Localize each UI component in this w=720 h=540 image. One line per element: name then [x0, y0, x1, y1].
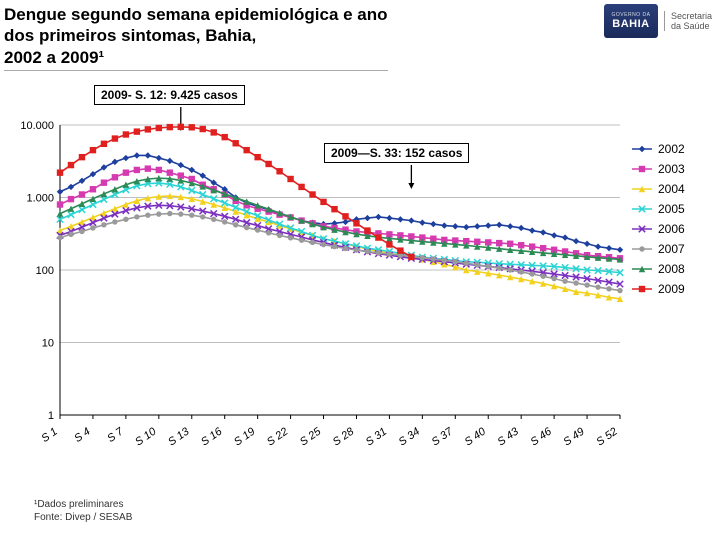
- legend-2009: 2009: [632, 282, 685, 296]
- svg-text:S 10: S 10: [133, 425, 159, 448]
- series-2008: [57, 175, 623, 263]
- svg-text:S 34: S 34: [397, 425, 422, 448]
- callout-1: 2009- S. 12: 9.425 casos: [94, 85, 245, 105]
- svg-text:S 46: S 46: [528, 425, 554, 448]
- series-2002: [57, 152, 623, 253]
- svg-text:2008: 2008: [658, 262, 685, 276]
- svg-text:2007: 2007: [658, 242, 685, 256]
- svg-text:2004: 2004: [658, 182, 685, 196]
- title-line1: Dengue segundo semana epidemiológica e a…: [4, 4, 388, 25]
- legend-2006: 2006: [632, 222, 685, 236]
- svg-text:2003: 2003: [658, 162, 685, 176]
- svg-text:S 7: S 7: [105, 425, 126, 445]
- legend-2005: 2005: [632, 202, 685, 216]
- svg-text:2005: 2005: [658, 202, 685, 216]
- svg-text:S 37: S 37: [430, 425, 456, 448]
- title-line3: 2002 a 2009¹: [4, 47, 388, 68]
- svg-text:100: 100: [36, 265, 54, 277]
- callout-2: 2009—S. 33: 152 casos: [324, 143, 469, 163]
- svg-text:2009: 2009: [658, 282, 685, 296]
- svg-text:S 25: S 25: [298, 425, 324, 448]
- legend-2002: 2002: [632, 142, 685, 156]
- svg-text:S 52: S 52: [594, 425, 619, 448]
- svg-text:1: 1: [48, 410, 54, 422]
- svg-text:S 40: S 40: [463, 425, 489, 448]
- svg-text:S 43: S 43: [495, 425, 521, 448]
- svg-text:2002: 2002: [658, 142, 685, 156]
- svg-text:S 28: S 28: [331, 425, 357, 448]
- bahia-logo-icon: GOVERNO DA BAHIA: [604, 4, 658, 38]
- legend-2008: 2008: [632, 262, 685, 276]
- legend-2007: 2007: [632, 242, 685, 256]
- title-line2: dos primeiros sintomas, Bahia,: [4, 25, 388, 46]
- series-2005: [57, 180, 623, 276]
- svg-text:S 16: S 16: [199, 425, 225, 448]
- svg-text:2006: 2006: [658, 222, 685, 236]
- svg-text:10.000: 10.000: [20, 120, 54, 132]
- svg-text:S 19: S 19: [232, 425, 257, 448]
- legend-2003: 2003: [632, 162, 685, 176]
- chart-area: 2009- S. 12: 9.425 casos 2009—S. 33: 152…: [4, 79, 716, 479]
- svg-text:S 1: S 1: [39, 425, 59, 444]
- svg-text:S 13: S 13: [166, 425, 192, 448]
- svg-text:1.000: 1.000: [26, 192, 54, 204]
- line-chart: 1 10 100 1.000 10.000 S 1 S 4 S 7 S 10 S 13 S 16 S …: [4, 79, 716, 479]
- legend-2004: 2004: [632, 182, 685, 196]
- logo-block: GOVERNO DA BAHIA Secretaria da Saúde: [604, 4, 712, 38]
- svg-text:S 31: S 31: [364, 425, 389, 448]
- footnote: ¹Dados preliminares Fonte: Divep / SESAB: [34, 499, 132, 524]
- svg-text:10: 10: [42, 337, 54, 349]
- logo-secretaria: Secretaria da Saúde: [664, 11, 712, 31]
- svg-text:S 4: S 4: [72, 425, 92, 444]
- svg-text:S 49: S 49: [561, 425, 586, 448]
- svg-text:S 22: S 22: [265, 425, 290, 448]
